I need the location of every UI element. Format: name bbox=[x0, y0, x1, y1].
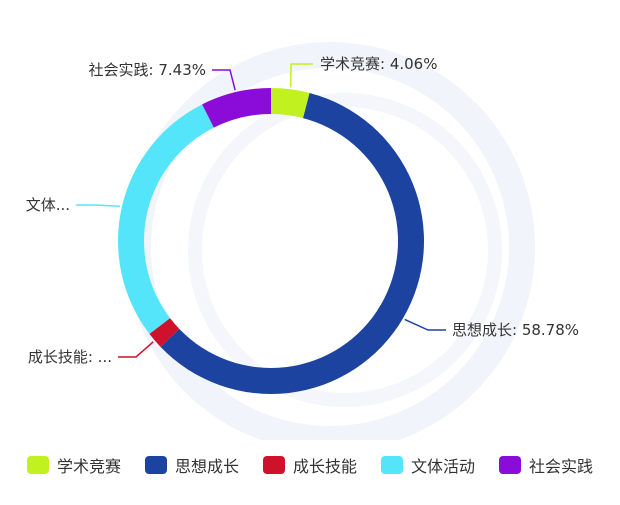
legend-swatch bbox=[499, 456, 522, 474]
legend-swatch bbox=[381, 456, 403, 474]
donut-slices bbox=[117, 88, 424, 395]
legend-swatch bbox=[144, 456, 167, 474]
legend-item-社会实践[interactable]: 社会实践 bbox=[499, 453, 593, 477]
slice-label-社会实践: 社会实践: 7.43% bbox=[89, 61, 206, 79]
leader-line-社会实践 bbox=[212, 69, 236, 91]
background-decor-circle-inner bbox=[188, 93, 502, 407]
slice-思想成长[interactable] bbox=[160, 92, 424, 395]
legend-swatch bbox=[262, 456, 285, 474]
legend-item-学术竞赛[interactable]: 学术竞赛 bbox=[26, 453, 121, 477]
legend-item-思想成长[interactable]: 思想成长 bbox=[144, 453, 239, 477]
slice-文体活动[interactable] bbox=[117, 104, 214, 334]
leader-line-学术竞赛 bbox=[289, 63, 313, 88]
slice-成长技能[interactable] bbox=[149, 318, 180, 347]
slice-labels: 学术竞赛: 4.06% 思想成长: 58.78% 成长技能: ... 文体... 社会实… bbox=[26, 55, 579, 366]
legend-item-成长技能[interactable]: 成长技能 bbox=[262, 453, 357, 477]
legend-label: 思想成长 bbox=[174, 457, 239, 476]
slice-label-学术竞赛: 学术竞赛: 4.06% bbox=[320, 55, 437, 73]
legend-item-文体活动[interactable]: 文体活动 bbox=[381, 453, 475, 477]
leader-line-成长技能 bbox=[118, 341, 154, 358]
leader-line-文体活动 bbox=[76, 204, 120, 208]
legend-label: 学术竞赛 bbox=[56, 457, 121, 476]
slice-社会实践[interactable] bbox=[202, 88, 271, 128]
slice-label-成长技能: 成长技能: ... bbox=[28, 348, 112, 366]
legend-label: 社会实践 bbox=[529, 457, 594, 476]
label-leader-lines bbox=[76, 63, 446, 358]
leader-line-思想成长 bbox=[404, 318, 446, 331]
slice-label-思想成长: 思想成长: 58.78% bbox=[452, 321, 579, 339]
legend-label: 成长技能 bbox=[292, 457, 357, 476]
legend-swatch bbox=[26, 456, 49, 474]
legend: 学术竞赛 思想成长 成长技能 文体活动 社会实践 bbox=[0, 448, 620, 482]
legend-label: 文体活动 bbox=[411, 457, 476, 476]
donut-chart: 学术竞赛: 4.06% 思想成长: 58.78% 成长技能: ... 文体... 社会实… bbox=[26, 42, 579, 440]
slice-label-文体活动: 文体... bbox=[26, 196, 70, 214]
slice-学术竞赛[interactable] bbox=[271, 88, 310, 119]
